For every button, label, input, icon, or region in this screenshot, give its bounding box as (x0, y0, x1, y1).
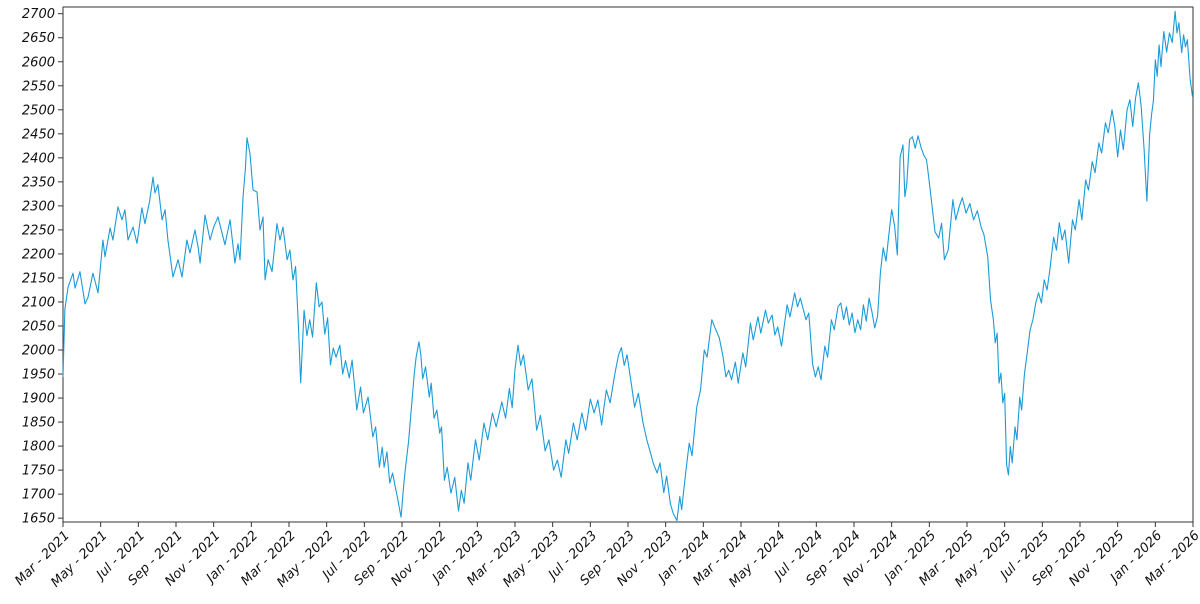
y-tick-label: 2300 (22, 199, 55, 214)
y-tick-label: 2450 (22, 127, 55, 142)
y-tick-label: 2500 (22, 103, 55, 118)
y-tick-label: 2700 (22, 7, 55, 22)
y-tick-label: 2250 (22, 223, 55, 238)
y-tick-label: 2350 (22, 175, 55, 190)
y-tick-label: 2650 (22, 31, 55, 46)
y-tick-label: 1800 (22, 440, 55, 455)
y-tick-label: 2200 (22, 247, 55, 262)
y-tick-label: 1850 (22, 416, 55, 431)
y-tick-label: 1700 (22, 488, 55, 503)
y-tick-label: 1650 (22, 512, 55, 527)
y-tick-label: 2550 (22, 79, 55, 94)
price-line (62, 10, 1193, 522)
y-tick-label: 1750 (22, 464, 55, 479)
y-tick-label: 2400 (22, 151, 55, 166)
y-tick-label: 2600 (22, 55, 55, 70)
y-tick-label: 2050 (22, 319, 55, 334)
y-tick-label: 2000 (22, 344, 55, 359)
y-tick-label: 2100 (22, 295, 55, 310)
y-tick-label: 1900 (22, 392, 55, 407)
y-tick-label: 1950 (22, 368, 55, 383)
y-tick-label: 2150 (22, 271, 55, 286)
